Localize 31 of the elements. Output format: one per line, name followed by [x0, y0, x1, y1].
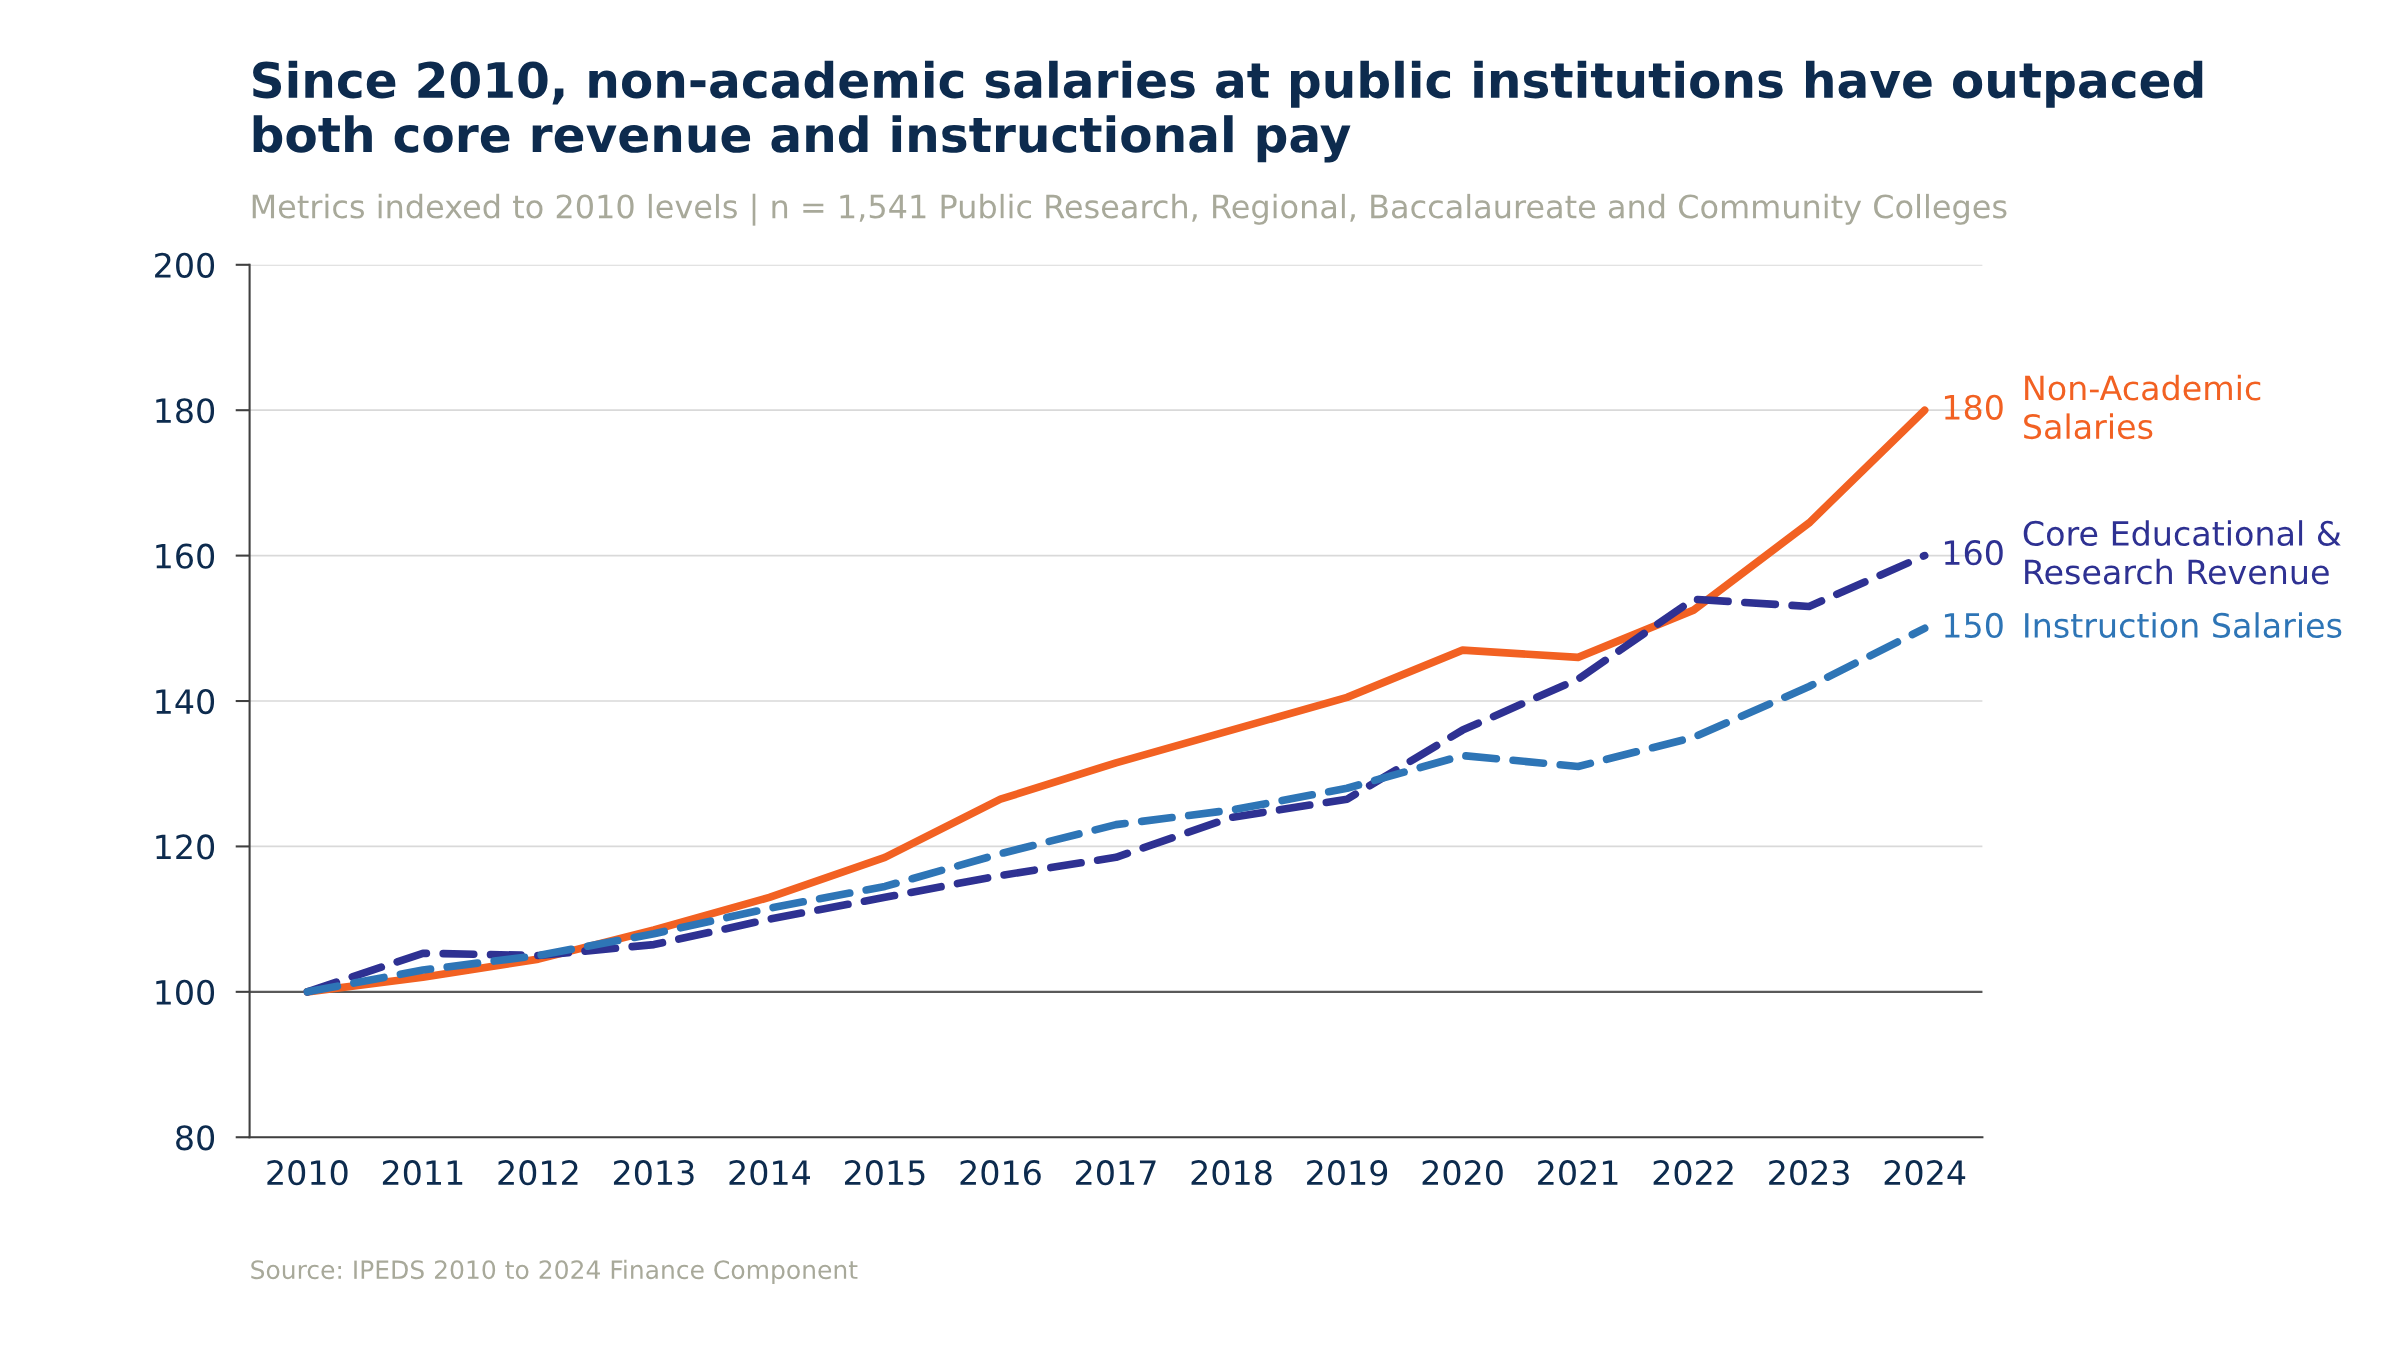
x-tick-label: 2023 [1769, 1160, 1849, 1186]
y-tick-label: 160 [156, 543, 215, 569]
text: Instruction Salaries [2025, 612, 2342, 638]
x-tick-label: 2017 [1076, 1160, 1156, 1186]
y-tick-label: 120 [156, 834, 215, 860]
text: Core Educational & Research Revenue [2023, 520, 2341, 585]
x-tick-label: 2020 [1422, 1160, 1503, 1186]
x-tick-label: 2019 [1307, 1160, 1388, 1186]
x-tick-label: 2012 [498, 1160, 578, 1186]
y-tick-label: 100 [156, 979, 215, 1005]
data-label: 180 [1944, 394, 2003, 420]
x-tick-label: 2021 [1538, 1160, 1618, 1186]
data-label: 160 [1944, 540, 2003, 566]
x-tick-label: 2018 [1191, 1160, 1272, 1186]
text: Non-Academic Salaries [2024, 374, 2261, 440]
x-tick-label: 2014 [729, 1160, 810, 1186]
y-tick-label: 180 [156, 398, 215, 424]
x-tick-label: 2015 [844, 1160, 925, 1186]
x-tick-label: 2013 [613, 1160, 694, 1186]
source-note: Source: IPEDS 2010 to 2024 Finance Component [251, 1259, 858, 1285]
x-tick-label: 2022 [1653, 1160, 1733, 1186]
x-tick-label: 2010 [267, 1160, 348, 1186]
y-tick-label: 200 [155, 252, 215, 278]
x-tick-label: 2024 [1884, 1160, 1966, 1186]
data-label: 150 [1944, 612, 2003, 638]
y-tick-label: 140 [156, 688, 215, 715]
x-tick-label: 2011 [382, 1160, 463, 1186]
chart-subtitle: Metrics indexed to 2010 levels | n = 1,541 Public Research, Regional, Baccalaureate and Community Colleges [252, 193, 2007, 226]
chart-title: Since 2010, non-academic salaries at public institutions have outpaced both core revenue and instructional pay [253, 60, 2203, 163]
y-tick-label: 80 [176, 1125, 215, 1151]
x-tick-label: 2016 [960, 1160, 1041, 1186]
